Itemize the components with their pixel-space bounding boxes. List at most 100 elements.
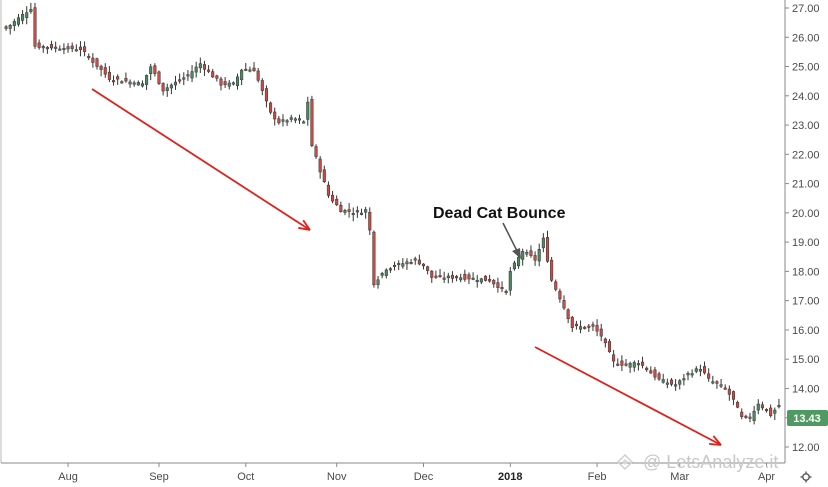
- candle-body-down: [355, 210, 359, 213]
- candle: [475, 274, 479, 288]
- watermark: @ LetsAnalyze.it: [616, 452, 778, 472]
- candle: [165, 83, 169, 97]
- candle-body-down: [529, 250, 533, 256]
- candle: [95, 57, 99, 70]
- candle-body-down: [492, 280, 496, 285]
- candle-body-up: [120, 81, 124, 84]
- candle: [29, 2, 33, 14]
- candle-body-down: [293, 118, 297, 121]
- candle: [169, 83, 173, 95]
- candle: [83, 41, 87, 57]
- candle-body-down: [566, 309, 570, 320]
- candle-body-down: [322, 169, 326, 183]
- candle-body-down: [707, 373, 711, 379]
- candle: [529, 245, 533, 258]
- candle-body-down: [558, 290, 562, 300]
- candle: [339, 201, 343, 213]
- candle-body-up: [380, 273, 384, 276]
- candle-body-up: [541, 237, 545, 249]
- candle: [227, 80, 231, 90]
- candle: [537, 243, 541, 267]
- candle: [256, 67, 260, 83]
- candle-body-up: [359, 212, 364, 215]
- candle-body-down: [207, 69, 211, 72]
- y-tick-label: 27.00: [792, 3, 820, 15]
- candle-body-up: [682, 378, 686, 381]
- gear-icon[interactable]: [800, 471, 812, 483]
- candle-body-up: [773, 409, 777, 414]
- candle-body-down: [124, 78, 128, 82]
- candle: [715, 380, 719, 389]
- candle-body-up: [376, 279, 380, 285]
- candle-body-up: [632, 362, 636, 368]
- candle: [483, 275, 488, 282]
- candle: [492, 278, 496, 288]
- candle-body-down: [83, 46, 87, 52]
- candle: [661, 373, 665, 384]
- candle: [413, 256, 417, 265]
- candle: [579, 320, 583, 334]
- candle: [78, 41, 82, 57]
- candle-body-down: [533, 255, 537, 261]
- candle: [269, 101, 273, 115]
- candle-body-down: [178, 79, 182, 82]
- candle: [37, 39, 41, 50]
- trend-arrow-head: [298, 219, 311, 231]
- candle-body-down: [339, 204, 343, 212]
- candle-body-down: [674, 384, 678, 387]
- candle: [620, 355, 624, 371]
- candle-body-up: [405, 261, 409, 265]
- candle-body-down: [736, 401, 740, 408]
- candle: [765, 408, 769, 413]
- candle-body-down: [748, 416, 752, 419]
- candle-body-down: [587, 325, 591, 328]
- x-tick-label: Oct: [237, 471, 254, 483]
- candle-body-up: [579, 326, 583, 330]
- candle-body-down: [570, 316, 574, 328]
- candle-body-up: [752, 410, 756, 421]
- candle: [583, 325, 587, 330]
- candle-body-down: [620, 360, 624, 366]
- candle-body-up: [521, 251, 525, 260]
- candle: [562, 295, 566, 310]
- trend-arrow-line: [91, 88, 311, 231]
- candle: [694, 366, 698, 374]
- x-tick-label: Feb: [588, 471, 607, 483]
- candle-body-up: [74, 49, 78, 52]
- candle: [322, 165, 326, 183]
- candle: [459, 273, 463, 283]
- candle-body-down: [91, 57, 95, 63]
- candle-body-down: [223, 81, 227, 86]
- candle: [773, 407, 777, 421]
- candle: [479, 277, 483, 285]
- candle-body-down: [37, 42, 41, 48]
- y-tick-label: 21.00: [792, 179, 820, 191]
- candle: [455, 274, 459, 282]
- trend-arrow-2: [534, 346, 722, 446]
- candle-body-down: [95, 58, 99, 67]
- trend-arrow-line: [534, 346, 722, 446]
- y-tick-label: 20.00: [792, 208, 820, 220]
- candle-body-down: [434, 275, 438, 278]
- candle: [343, 208, 347, 216]
- candle-body-down: [161, 83, 165, 92]
- candle: [41, 44, 45, 53]
- candle: [297, 114, 302, 124]
- candle: [657, 371, 661, 381]
- annotation-label: Dead Cat Bounce: [433, 205, 566, 222]
- candle: [541, 233, 545, 253]
- candle: [603, 337, 607, 348]
- candle-body-up: [306, 101, 310, 120]
- y-axis: 27.00 26.00 25.00 24.00 23.00 22.00 21.00 20.00…: [785, 3, 820, 454]
- candle-body-down: [62, 47, 66, 50]
- candle-body-down: [409, 261, 413, 264]
- candle-body-up: [686, 372, 690, 376]
- candle-body-down: [467, 274, 471, 280]
- candle: [99, 64, 103, 77]
- candle-body-up: [231, 82, 235, 85]
- candle-body-up: [240, 69, 244, 81]
- candle: [446, 272, 450, 284]
- candle: [628, 361, 632, 373]
